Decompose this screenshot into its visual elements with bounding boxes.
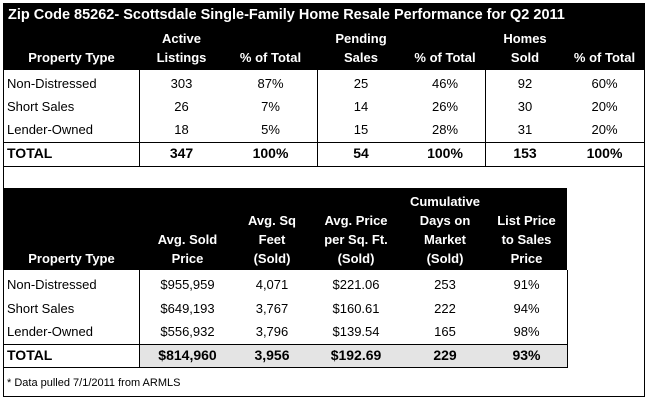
total-label: TOTAL [7,347,53,363]
pending-sales-value: 14 [353,99,369,114]
pending-pct-total: 100% [427,145,463,161]
homes-sold-value: 92 [517,76,533,91]
avg-price-sqft-value: $160.61 [332,301,380,316]
t1-total-rule [4,142,644,143]
t1-header-pct-total-2: % of Total [414,50,476,65]
t1-divider [485,70,486,166]
table2-total-row: TOTAL $814,960 3,956 $192.69 229 93% [4,344,644,367]
t2-header-avg-price-sqft: Avg. Price per Sq. Ft. (Sold) [324,213,388,266]
list-to-sales-value: 91% [513,277,540,292]
table1-total-row: TOTAL 347 100% 54 100% 153 100% [4,142,644,165]
table1-row: Lender-Owned 18 5% 15 28% 31 20% [4,118,644,141]
active-pct-total: 100% [252,145,289,161]
t2-header-property-type: Property Type [28,251,115,266]
sold-pct-value: 20% [591,122,618,137]
t1-bottom-rule [4,166,644,167]
t2-right-border [567,270,568,367]
sold-pct-total: 100% [586,145,623,161]
avg-sq-feet-value: 3,796 [255,324,289,339]
cumulative-days-value: 222 [434,301,456,316]
avg-price-sqft-total: $192.69 [330,347,382,363]
active-listings-total: 347 [169,145,194,161]
t2-total-rule [4,344,568,345]
avg-sold-price-value: $649,193 [160,301,215,316]
cumulative-days-value: 253 [434,277,456,292]
report-title: Zip Code 85262- Scottsdale Single-Family… [4,4,644,26]
cumulative-days-value: 165 [434,324,456,339]
t1-header-pct-total-1: % of Total [239,50,302,65]
t1-header-pending-sales: Pending Sales [335,31,387,65]
sold-pct-value: 20% [591,99,618,114]
pending-sales-value: 25 [353,76,369,91]
homes-sold-value: 30 [517,99,533,114]
table1-row: Short Sales 26 7% 14 26% 30 20% [4,95,644,118]
t2-bottom-rule [4,367,568,368]
avg-sold-price-value: $955,959 [160,277,215,292]
footnote: * Data pulled 7/1/2011 from ARMLS [7,377,181,389]
row-label: Short Sales [7,301,75,316]
avg-sq-feet-value: 3,767 [255,301,289,316]
avg-sq-feet-total: 3,956 [254,347,290,363]
t2-divider [139,270,140,367]
active-pct-value: 87% [257,76,284,91]
avg-price-sqft-value: $139.54 [332,324,380,339]
pending-sales-total: 54 [353,145,369,161]
avg-price-sqft-value: $221.06 [332,277,380,292]
table2-header: Property Type Avg. Sold Price Avg. Sq Fe… [4,188,567,270]
active-listings-value: 18 [174,122,189,137]
cumulative-days-total: 229 [433,347,457,363]
t1-header-homes-sold: Homes Sold [503,31,547,65]
active-listings-value: 303 [170,76,193,91]
row-label: Short Sales [7,99,75,114]
table1-header: Property Type Active Listings % of Total… [4,26,644,70]
table2-row: Lender-Owned $556,932 3,796 $139.54 165 … [4,320,644,343]
t1-divider [317,70,318,166]
list-to-sales-value: 94% [513,301,540,316]
avg-sold-price-value: $556,932 [160,324,215,339]
t2-header-cumulative-days: Cumulative Days on Market (Sold) [409,194,481,266]
active-listings-value: 26 [174,99,189,114]
active-pct-value: 5% [261,122,280,137]
row-label: Lender-Owned [7,122,93,137]
total-label: TOTAL [7,145,53,161]
table2-row: Non-Distressed $955,959 4,071 $221.06 25… [4,273,644,296]
t2-header-avg-sq-feet: Avg. Sq Feet (Sold) [248,213,296,266]
t1-divider [139,70,140,166]
report-frame: Zip Code 85262- Scottsdale Single-Family… [3,3,645,397]
active-pct-value: 7% [261,99,280,114]
homes-sold-value: 31 [517,122,533,137]
row-label: Non-Distressed [7,277,97,292]
homes-sold-total: 153 [513,145,537,161]
t2-header-avg-sold-price: Avg. Sold Price [157,232,218,266]
avg-sold-price-total: $814,960 [158,347,217,363]
avg-sq-feet-value: 4,071 [255,277,289,292]
sold-pct-value: 60% [591,76,618,91]
t1-header-pct-total-3: % of Total [573,50,636,65]
t2-header-list-to-sales: List Price to Sales Price [497,213,556,266]
pending-pct-value: 46% [431,76,459,91]
list-to-sales-total: 93% [512,347,541,363]
pending-pct-value: 28% [431,122,459,137]
table2-row: Short Sales $649,193 3,767 $160.61 222 9… [4,297,644,320]
list-to-sales-value: 98% [513,324,540,339]
t1-header-active-listings: Active Listings [156,31,207,65]
row-label: Non-Distressed [7,76,97,91]
pending-sales-value: 15 [353,122,369,137]
table1-row: Non-Distressed 303 87% 25 46% 92 60% [4,72,644,95]
t2-total-shading [140,344,567,367]
pending-pct-value: 26% [431,99,459,114]
row-label: Lender-Owned [7,324,93,339]
t1-header-property-type: Property Type [28,50,115,65]
